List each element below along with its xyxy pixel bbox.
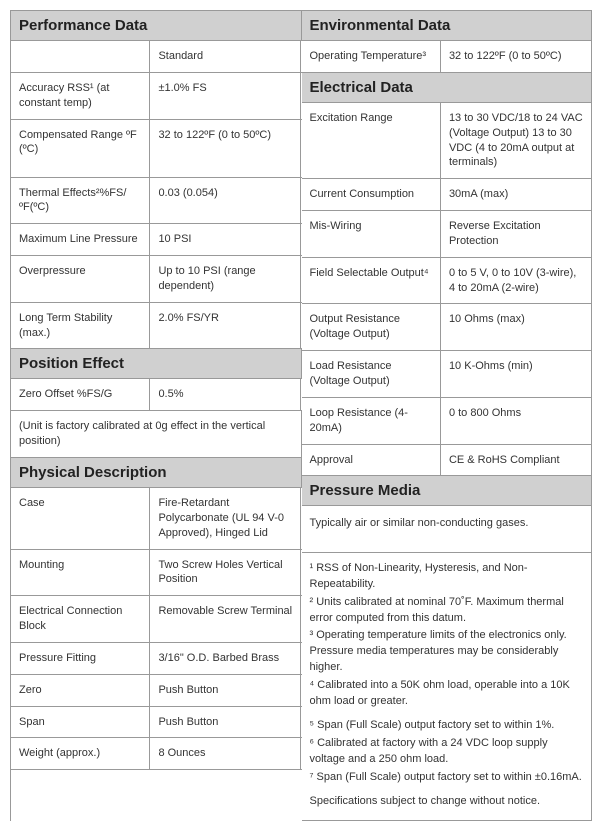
table-row: Accuracy RSS¹ (at constant temp)±1.0% FS [11,73,302,120]
row-label: Pressure Fitting [11,643,150,674]
position-note-row: (Unit is factory calibrated at 0g effect… [11,411,302,458]
row-label: Overpressure [11,256,150,302]
row-label: Long Term Stability (max.) [11,303,150,349]
table-row: MountingTwo Screw Holes Vertical Positio… [11,550,302,597]
row-value: 10 K-Ohms (min) [441,351,592,397]
left-column: Performance Data Standard Accuracy RSS¹ … [11,11,302,821]
row-label: Weight (approx.) [11,738,150,769]
environmental-data-header: Environmental Data [302,11,593,41]
footnote-6: ⁶ Calibrated at factory with a 24 VDC lo… [310,736,584,768]
footnote-1: ¹ RSS of Non-Linearity, Hysteresis, and … [310,561,584,593]
spec-table: Performance Data Standard Accuracy RSS¹ … [10,10,592,821]
row-value: Reverse Excitation Protection [441,211,592,257]
row-value: Push Button [150,707,301,738]
position-note: (Unit is factory calibrated at 0g effect… [11,411,302,457]
right-column: Environmental Data Operating Temperature… [302,11,593,821]
table-row: Excitation Range13 to 30 VDC/18 to 24 VA… [302,103,593,179]
row-value: Standard [150,41,301,72]
row-label: Compensated Range ºF (ºC) [11,120,150,177]
table-row: ZeroPush Button [11,675,302,707]
row-label: Case [11,488,150,549]
row-label: Maximum Line Pressure [11,224,150,255]
row-value: 10 PSI [150,224,301,255]
row-value: 0 to 800 Ohms [441,398,592,444]
pressure-media-text: Typically air or similar non-conducting … [302,506,593,552]
row-value: 0 to 5 V, 0 to 10V (3-wire), 4 to 20mA (… [441,258,592,304]
row-value: 13 to 30 VDC/18 to 24 VAC (Voltage Outpu… [441,103,592,178]
table-row: ApprovalCE & RoHS Compliant [302,445,593,477]
row-value: Push Button [150,675,301,706]
row-value: Up to 10 PSI (range dependent) [150,256,301,302]
row-value: 2.0% FS/YR [150,303,301,349]
footnote-5: ⁵ Span (Full Scale) output factory set t… [310,718,584,734]
row-label: Load Resistance (Voltage Output) [302,351,441,397]
row-label: Approval [302,445,441,476]
performance-data-header: Performance Data [11,11,302,41]
table-row: CaseFire-Retardant Polycarbonate (UL 94 … [11,488,302,550]
row-value: 32 to 122ºF (0 to 50ºC) [150,120,301,177]
table-row: Compensated Range ºF (ºC)32 to 122ºF (0 … [11,120,302,178]
physical-description-header: Physical Description [11,458,302,488]
table-row: Electrical Connection BlockRemovable Scr… [11,596,302,643]
position-effect-header: Position Effect [11,349,302,379]
table-row: OverpressureUp to 10 PSI (range dependen… [11,256,302,303]
row-label: Zero Offset %FS/G [11,379,150,410]
row-value: 30mA (max) [441,179,592,210]
row-value: 32 to 122ºF (0 to 50ºC) [441,41,592,72]
table-row: Output Resistance (Voltage Output)10 Ohm… [302,304,593,351]
row-value: ±1.0% FS [150,73,301,119]
row-label: Zero [11,675,150,706]
row-label: Mis-Wiring [302,211,441,257]
row-value: 0.03 (0.054) [150,178,301,224]
table-row: Current Consumption30mA (max) [302,179,593,211]
table-row: Standard [11,41,302,73]
row-label: Field Selectable Output⁴ [302,258,441,304]
row-label: Electrical Connection Block [11,596,150,642]
table-row: Operating Temperature³32 to 122ºF (0 to … [302,41,593,73]
row-label: Accuracy RSS¹ (at constant temp) [11,73,150,119]
footnote-3: ³ Operating temperature limits of the el… [310,628,584,676]
table-row: Load Resistance (Voltage Output)10 K-Ohm… [302,351,593,398]
footnote-final: Specifications subject to change without… [310,794,584,810]
row-value: 10 Ohms (max) [441,304,592,350]
footnotes-block: ¹ RSS of Non-Linearity, Hysteresis, and … [302,553,593,821]
table-row: Weight (approx.)8 Ounces [11,738,302,770]
row-label: Mounting [11,550,150,596]
row-label: Output Resistance (Voltage Output) [302,304,441,350]
table-row: Zero Offset %FS/G0.5% [11,379,302,411]
table-row: SpanPush Button [11,707,302,739]
table-row: Field Selectable Output⁴0 to 5 V, 0 to 1… [302,258,593,305]
row-value: Fire-Retardant Polycarbonate (UL 94 V-0 … [150,488,301,549]
row-value: CE & RoHS Compliant [441,445,592,476]
row-label: Span [11,707,150,738]
row-label: Current Consumption [302,179,441,210]
table-row: Loop Resistance (4-20mA)0 to 800 Ohms [302,398,593,445]
row-value: 0.5% [150,379,301,410]
row-label: Thermal Effects²%FS/ºF(ºC) [11,178,150,224]
table-row: Pressure Fitting3/16" O.D. Barbed Brass [11,643,302,675]
table-row: Mis-WiringReverse Excitation Protection [302,211,593,258]
row-label: Loop Resistance (4-20mA) [302,398,441,444]
row-value: 8 Ounces [150,738,301,769]
table-row: Maximum Line Pressure10 PSI [11,224,302,256]
pressure-media-header: Pressure Media [302,476,593,506]
row-value: Two Screw Holes Vertical Position [150,550,301,596]
footnote-4: ⁴ Calibrated into a 50K ohm load, operab… [310,678,584,710]
row-value: Removable Screw Terminal [150,596,301,642]
row-label: Excitation Range [302,103,441,178]
table-row: Thermal Effects²%FS/ºF(ºC)0.03 (0.054) [11,178,302,225]
row-value: 3/16" O.D. Barbed Brass [150,643,301,674]
row-label: Operating Temperature³ [302,41,441,72]
footnote-2: ² Units calibrated at nominal 70˚F. Maxi… [310,595,584,627]
electrical-data-header: Electrical Data [302,73,593,103]
row-label [11,41,150,72]
footnote-7: ⁷ Span (Full Scale) output factory set t… [310,770,584,786]
table-row: Long Term Stability (max.)2.0% FS/YR [11,303,302,350]
